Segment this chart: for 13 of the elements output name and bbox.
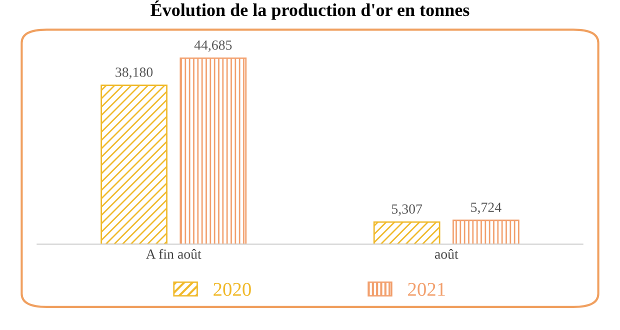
chart-title: Évolution de la production d'or en tonnes	[150, 0, 470, 20]
text: 2021	[408, 282, 445, 296]
bar	[100, 84, 168, 244]
x-tick-label: août	[434, 249, 458, 259]
data-label: 5,724	[471, 202, 502, 214]
x-tick-label: A fin août	[146, 248, 202, 259]
data-label: 5,307	[392, 204, 422, 216]
data-label: 38,180	[116, 68, 153, 79]
data-label: 44,685	[194, 40, 232, 52]
bar	[180, 58, 247, 244]
bar	[373, 221, 440, 244]
text: 2020	[214, 282, 251, 296]
bar	[452, 220, 520, 244]
